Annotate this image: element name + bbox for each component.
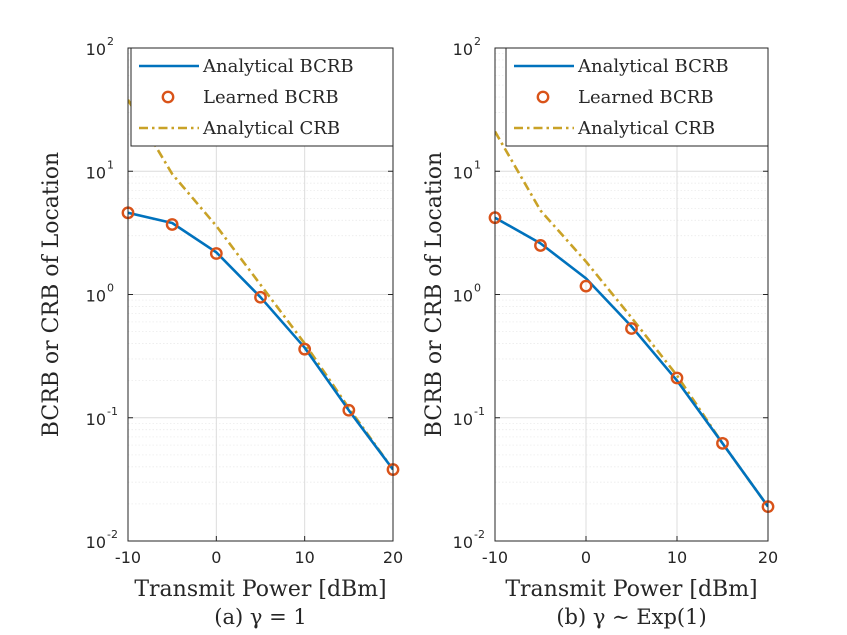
y-tick-label: 10 [86, 40, 106, 59]
y-tick-exponent: -1 [474, 405, 485, 418]
marker-learned-bcrb [254, 290, 267, 304]
legend-label-learned-bcrb: Learned BCRB [203, 87, 339, 108]
y-tick-label: 10 [86, 163, 106, 182]
legend: Analytical BCRB Learned BCRB Analytical CR… [505, 47, 769, 147]
y-tick-exponent: 2 [474, 35, 481, 48]
panel-caption: (a) γ = 1 [214, 605, 306, 629]
legend-label-analytical-crb: Analytical CRB [202, 118, 340, 139]
y-tick-exponent: -2 [107, 528, 118, 541]
y-tick-label: 10 [453, 287, 473, 306]
y-tick-label: 10 [453, 163, 473, 182]
x-tick-label: -10 [115, 548, 141, 567]
legend-label-analytical-bcrb: Analytical BCRB [577, 56, 729, 77]
y-axis-label: BCRB or CRB of Location [39, 152, 64, 437]
y-tick-label: 10 [86, 410, 106, 429]
series-line-analytical-bcrb [128, 211, 393, 471]
y-tick-exponent: -2 [474, 528, 485, 541]
y-tick-exponent: 0 [474, 282, 481, 295]
y-tick-exponent: 0 [107, 282, 114, 295]
x-axis-label: Transmit Power [dBm] [505, 577, 757, 602]
y-tick-exponent: -1 [107, 405, 118, 418]
y-tick-label: 10 [453, 533, 473, 552]
legend-marker-learned-bcrb [161, 90, 175, 104]
marker-learned-bcrb [209, 247, 223, 260]
data-layer [495, 130, 768, 508]
x-tick-label: 20 [758, 548, 778, 567]
marker-learned-bcrb [342, 403, 356, 417]
legend-box [130, 47, 394, 147]
legend-label-analytical-bcrb: Analytical BCRB [202, 56, 354, 77]
y-tick-exponent: 1 [474, 158, 481, 171]
x-tick-label: 10 [667, 548, 687, 567]
y-tick-label: 10 [86, 287, 106, 306]
y-tick-exponent: 1 [107, 158, 114, 171]
y-tick-label: 10 [86, 533, 106, 552]
marker-learned-bcrb [670, 371, 684, 385]
x-axis-label: Transmit Power [dBm] [134, 577, 386, 602]
y-tick-exponent: 2 [107, 35, 114, 48]
legend: Analytical BCRB Learned BCRB Analytical CR… [130, 47, 394, 147]
y-tick-label: 10 [453, 40, 473, 59]
x-tick-label: 20 [383, 548, 403, 567]
x-tick-label: 10 [294, 548, 314, 567]
series-line-analytical-crb [495, 130, 768, 508]
x-tick-label: 0 [211, 548, 221, 567]
marker-learned-bcrb [716, 436, 729, 450]
series-line-analytical-crb [128, 99, 393, 471]
legend-box [505, 47, 769, 147]
marker-learned-bcrb [298, 342, 312, 356]
marker-learned-bcrb [625, 322, 638, 335]
legend-label-learned-bcrb: Learned BCRB [578, 87, 714, 108]
data-layer [128, 99, 393, 471]
marker-learned-bcrb [165, 218, 179, 231]
marker-learned-bcrb [534, 239, 547, 252]
marker-learned-bcrb [579, 279, 593, 293]
series-line-analytical-bcrb [495, 216, 768, 508]
x-tick-label: -10 [482, 548, 508, 567]
legend-marker-learned-bcrb [536, 90, 550, 104]
y-tick-label: 10 [453, 410, 473, 429]
x-tick-label: 0 [581, 548, 591, 567]
legend-label-analytical-crb: Analytical CRB [577, 118, 715, 139]
y-axis-label: BCRB or CRB of Location [422, 152, 447, 437]
panel-caption: (b) γ ∼ Exp(1) [556, 605, 706, 629]
